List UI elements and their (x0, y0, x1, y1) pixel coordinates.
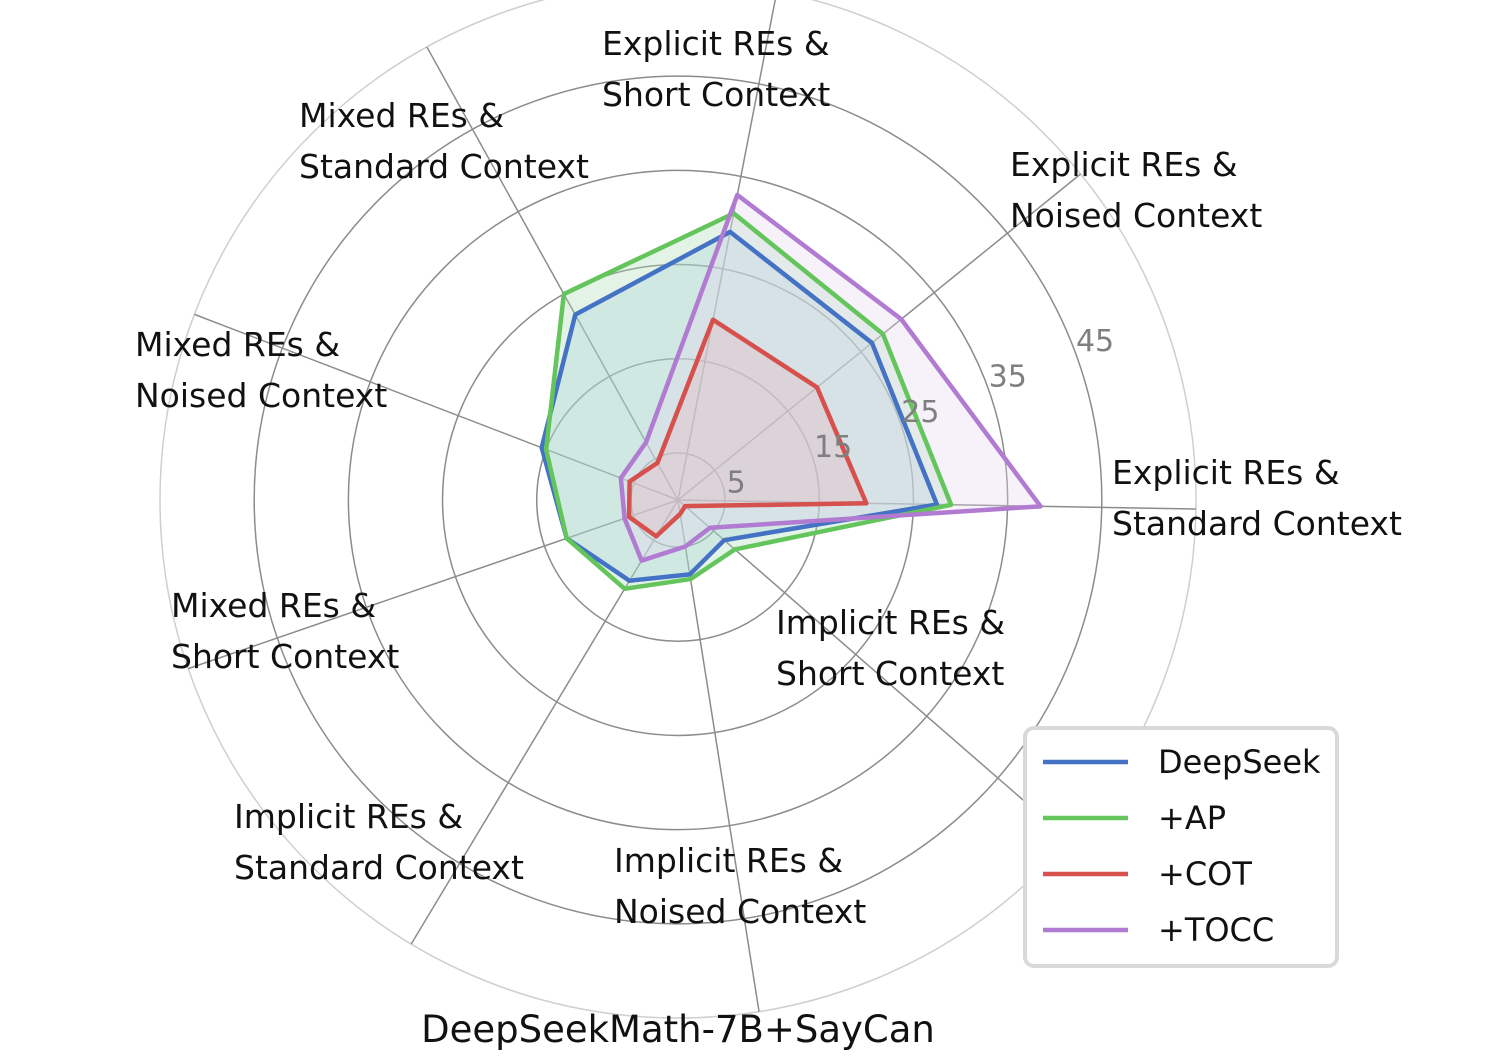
spoke-2 (677, 0, 776, 501)
legend-frame (1023, 726, 1339, 968)
category-label-2: Explicit REs & Short Context (602, 24, 830, 114)
tick-label-25: 25 (901, 395, 939, 430)
spoke-6 (410, 499, 679, 945)
spoke-4 (194, 313, 679, 501)
grid-circle-45 (253, 75, 1103, 925)
series-line-+TOCC (618, 192, 1043, 563)
spoke-1 (677, 173, 1082, 501)
spoke-7 (677, 499, 760, 1012)
category-labels: Explicit REs & Standard Context Explicit R… (135, 24, 1402, 931)
category-label-7: Implicit REs & Noised Context (614, 841, 866, 931)
tick-label-5: 5 (727, 465, 746, 500)
series-polygons (539, 192, 1043, 592)
series-fill-+COT (629, 319, 867, 537)
series-fill-+AP (546, 213, 952, 589)
category-label-5: Mixed REs & Short Context (171, 586, 399, 676)
series-line-+AP (543, 211, 954, 592)
spoke-5 (187, 499, 679, 670)
category-label-6: Implicit REs & Standard Context (234, 797, 524, 887)
legend-label-+TOCC: +TOCC (1158, 911, 1274, 949)
legend: DeepSeek +AP +COT +TOCC (1023, 726, 1339, 968)
radial-tick-labels: 5 15 25 35 45 (727, 324, 1114, 500)
grid-circle-25 (441, 263, 915, 737)
category-label-8: Implicit REs & Short Context (776, 603, 1005, 693)
tick-label-35: 35 (989, 360, 1027, 395)
category-label-1: Explicit REs & Noised Context (1010, 145, 1262, 235)
chart-title: DeepSeekMath-7B+SayCan (421, 1008, 935, 1051)
spoke-8 (677, 499, 1070, 841)
category-label-3: Mixed REs & Standard Context (299, 96, 589, 186)
category-label-4: Mixed REs & Noised Context (135, 325, 387, 415)
legend-label-+COT: +COT (1158, 855, 1252, 893)
spoke-3 (426, 46, 679, 501)
category-label-0: Explicit REs & Standard Context (1112, 453, 1402, 543)
grid-circle-35 (347, 169, 1009, 831)
tick-label-15: 15 (814, 430, 852, 465)
legend-label-+AP: +AP (1158, 799, 1226, 837)
category-spokes (187, 0, 1196, 1012)
legend-label-DeepSeek: DeepSeek (1158, 743, 1321, 781)
outer-circle (159, 0, 1197, 1019)
tick-label-45: 45 (1076, 324, 1114, 359)
series-line-+COT (626, 317, 869, 539)
